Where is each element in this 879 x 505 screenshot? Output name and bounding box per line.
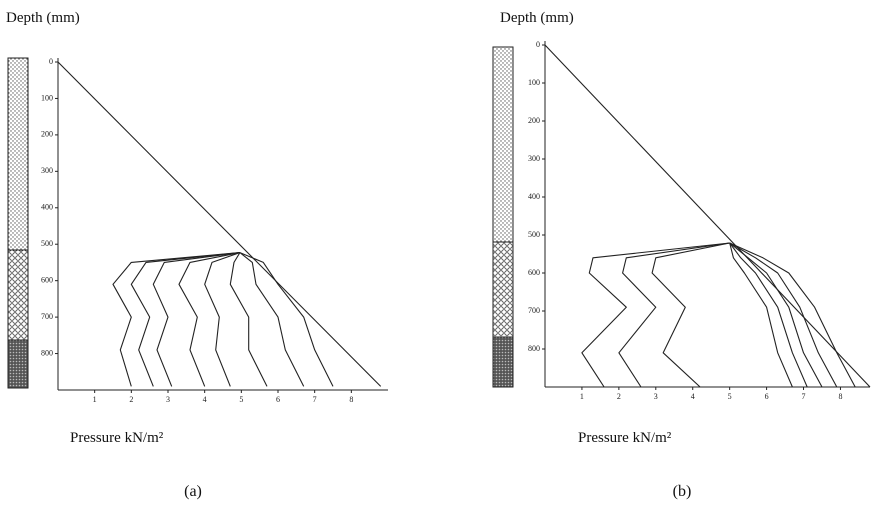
y-tick-label: 700 (528, 306, 540, 315)
y-tick-label: 500 (528, 230, 540, 239)
soil-column (492, 46, 514, 388)
x-tick-label: 6 (276, 395, 280, 404)
y-tick-label: 500 (41, 239, 53, 248)
x-tick-label: 6 (765, 392, 769, 401)
x-tick-label: 4 (203, 395, 207, 404)
pressure-curve (581, 242, 730, 388)
pressure-curve (152, 252, 240, 387)
x-tick-label: 1 (580, 392, 584, 401)
pressure-curve (229, 252, 268, 387)
pressure-curve (204, 252, 241, 387)
soil-column (7, 57, 29, 389)
y-axis-title: Depth (mm) (500, 10, 574, 26)
y-tick-label: 300 (41, 166, 53, 175)
pressure-curve (651, 242, 730, 388)
pressure-curve (729, 242, 856, 388)
x-tick-label: 1 (93, 395, 97, 404)
x-tick-label: 4 (691, 392, 695, 401)
y-tick-label: 0 (49, 57, 53, 66)
y-tick-label: 600 (41, 275, 53, 284)
y-tick-label: 200 (41, 130, 53, 139)
pressure-curve (239, 252, 305, 387)
x-tick-label: 5 (239, 395, 243, 404)
y-tick-label: 400 (528, 192, 540, 201)
y-tick-label: 100 (528, 78, 540, 87)
pressure-curve (729, 242, 823, 388)
x-tick-label: 7 (313, 395, 317, 404)
x-tick-label: 3 (654, 392, 658, 401)
pressure-curve (130, 252, 240, 387)
pressure-curve (729, 242, 793, 388)
y-tick-label: 300 (528, 154, 540, 163)
y-tick-label: 600 (528, 268, 540, 277)
y-tick-label: 200 (528, 116, 540, 125)
y-tick-label: 100 (41, 93, 53, 102)
pressure-curve (618, 242, 730, 388)
x-tick-label: 2 (617, 392, 621, 401)
y-tick-label: 800 (41, 348, 53, 357)
y-tick-label: 400 (41, 203, 53, 212)
x-tick-label: 5 (728, 392, 732, 401)
pressure-curve (544, 44, 871, 388)
y-tick-label: 800 (528, 344, 540, 353)
x-tick-label: 3 (166, 395, 170, 404)
pressure-curve (729, 242, 838, 388)
x-tick-label: 8 (838, 392, 842, 401)
pressure-curve (178, 252, 241, 387)
pressure-curve (57, 61, 382, 387)
caption: (a) (184, 483, 202, 500)
pressure-curve (239, 252, 334, 387)
x-tick-label: 2 (129, 395, 133, 404)
x-axis-title: Pressure kN/m² (578, 430, 672, 446)
x-tick-label: 7 (802, 392, 806, 401)
pressure-curve (729, 242, 808, 388)
x-axis-title: Pressure kN/m² (70, 430, 164, 446)
y-axis-title: Depth (mm) (6, 10, 80, 26)
y-tick-label: 0 (536, 40, 540, 49)
caption: (b) (673, 483, 692, 500)
x-tick-label: 8 (349, 395, 353, 404)
pressure-curve (112, 252, 240, 387)
y-tick-label: 700 (41, 312, 53, 321)
